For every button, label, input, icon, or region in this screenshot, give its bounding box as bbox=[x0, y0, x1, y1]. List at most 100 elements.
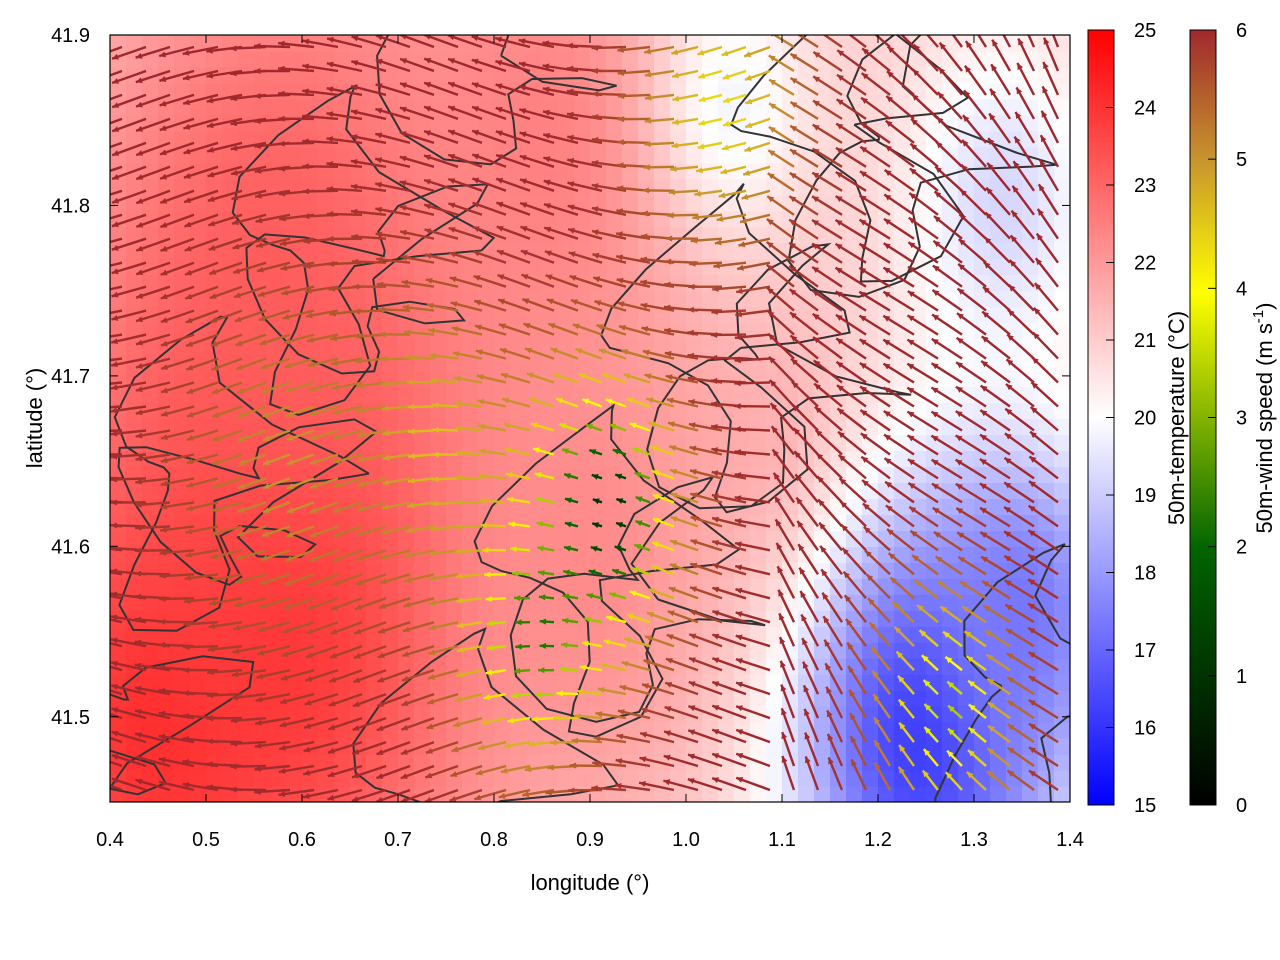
heatmap-cell bbox=[830, 642, 847, 659]
wind-vector-head bbox=[356, 530, 364, 537]
heatmap-cell bbox=[654, 194, 671, 212]
wind-vector-head bbox=[326, 136, 334, 143]
wind-vector-head bbox=[278, 165, 285, 172]
wind-vector-head bbox=[308, 580, 316, 586]
heatmap-cell bbox=[398, 562, 415, 579]
wind-vector-head bbox=[399, 205, 407, 211]
wind-vector-head bbox=[375, 107, 383, 114]
wind-vector-head bbox=[278, 115, 285, 122]
heatmap-cell bbox=[654, 242, 671, 260]
heatmap-cell bbox=[862, 786, 879, 802]
heatmap-cell bbox=[446, 578, 463, 595]
wind-vector bbox=[110, 665, 123, 672]
heatmap-cell bbox=[174, 738, 191, 755]
wind-vector-head bbox=[353, 652, 361, 659]
wind-vector-head bbox=[530, 422, 538, 429]
wind-vector bbox=[110, 309, 123, 315]
wind-vector-head bbox=[472, 226, 480, 232]
heatmap-cell bbox=[526, 722, 543, 739]
heatmap-cell bbox=[814, 35, 831, 52]
heatmap-cell bbox=[782, 434, 799, 452]
heatmap-cell bbox=[558, 354, 575, 372]
heatmap-cell bbox=[494, 466, 511, 483]
heatmap-cell bbox=[670, 146, 687, 164]
heatmap-cell bbox=[542, 530, 559, 547]
heatmap-cell bbox=[238, 370, 255, 388]
heatmap-cell bbox=[398, 610, 415, 627]
heatmap-cell bbox=[1054, 562, 1070, 579]
heatmap-cell bbox=[622, 786, 639, 802]
wind-vector-head bbox=[333, 482, 341, 489]
wind-vector-head bbox=[186, 435, 194, 441]
heatmap-cell bbox=[350, 706, 367, 723]
heatmap-cell bbox=[1054, 578, 1070, 595]
wind-vector-head bbox=[254, 142, 261, 149]
heatmap-cell bbox=[942, 578, 959, 595]
heatmap-cell bbox=[190, 274, 207, 292]
heatmap-cell bbox=[462, 482, 479, 499]
wind-vector-head bbox=[448, 35, 455, 41]
wind-vector-head bbox=[354, 333, 361, 340]
heatmap-cell bbox=[510, 498, 527, 515]
wind-vector-head bbox=[112, 197, 119, 204]
heatmap-cell bbox=[542, 210, 559, 228]
contour-line bbox=[509, 475, 766, 723]
heatmap-cell bbox=[510, 482, 527, 499]
wind-vector-head bbox=[257, 291, 265, 297]
wind-vector-head bbox=[110, 407, 118, 414]
heatmap-cell bbox=[446, 338, 463, 356]
heatmap-cell bbox=[206, 578, 223, 595]
heatmap-cell bbox=[990, 35, 1007, 52]
heatmap-cell bbox=[590, 498, 607, 515]
wind-vector-head bbox=[403, 601, 411, 608]
wind-vector-head bbox=[424, 81, 432, 88]
heatmap-cell bbox=[926, 770, 943, 787]
heatmap-cell bbox=[350, 338, 367, 356]
heatmap-cell bbox=[414, 674, 431, 691]
wind-vector-head bbox=[332, 384, 339, 391]
heatmap-cell bbox=[750, 194, 767, 212]
heatmap-cell bbox=[142, 610, 159, 627]
heatmap-cell bbox=[1038, 402, 1055, 420]
heatmap-cell bbox=[654, 226, 671, 244]
heatmap-cell bbox=[798, 322, 815, 340]
wind-vector bbox=[110, 641, 123, 648]
heatmap-cell bbox=[430, 754, 447, 771]
heatmap-cell bbox=[1022, 35, 1039, 52]
heatmap-cell bbox=[382, 610, 399, 627]
heatmap-cell bbox=[542, 498, 559, 515]
heatmap-cell bbox=[686, 67, 703, 84]
heatmap-cell bbox=[654, 290, 671, 308]
heatmap-cell bbox=[238, 578, 255, 595]
heatmap-cell bbox=[878, 722, 895, 739]
heatmap-cell bbox=[878, 482, 895, 499]
heatmap-cell bbox=[958, 242, 975, 260]
heatmap-cell bbox=[734, 450, 751, 468]
wind-vector-head bbox=[564, 545, 571, 552]
heatmap-cell bbox=[526, 354, 543, 372]
wind-vector-head bbox=[379, 603, 386, 609]
wind-vector-head bbox=[112, 53, 119, 60]
heatmap-cell bbox=[846, 546, 863, 563]
heatmap-cell bbox=[382, 386, 399, 404]
wind-vector-head bbox=[352, 701, 360, 707]
wind-vector-head bbox=[511, 692, 518, 699]
heatmap-cell bbox=[158, 610, 175, 627]
heatmap-cell bbox=[846, 626, 863, 643]
heatmap-cell bbox=[1054, 67, 1070, 84]
wind-vector-head bbox=[110, 499, 117, 506]
heatmap-cell bbox=[366, 530, 383, 547]
heatmap-cell bbox=[126, 146, 143, 164]
heatmap-cell bbox=[494, 434, 511, 452]
heatmap-cell bbox=[558, 626, 575, 643]
wind-vector-head bbox=[473, 250, 480, 257]
heatmap-cell bbox=[894, 690, 911, 707]
heatmap-cell bbox=[862, 322, 879, 340]
heatmap-cell bbox=[1054, 242, 1070, 260]
heatmap-cell bbox=[862, 578, 879, 595]
wind-vector-head bbox=[507, 496, 514, 503]
heatmap-cell bbox=[558, 482, 575, 499]
heatmap-cell bbox=[334, 178, 351, 196]
wind-vector-head bbox=[449, 251, 456, 258]
wind-vector-head bbox=[88, 150, 95, 156]
